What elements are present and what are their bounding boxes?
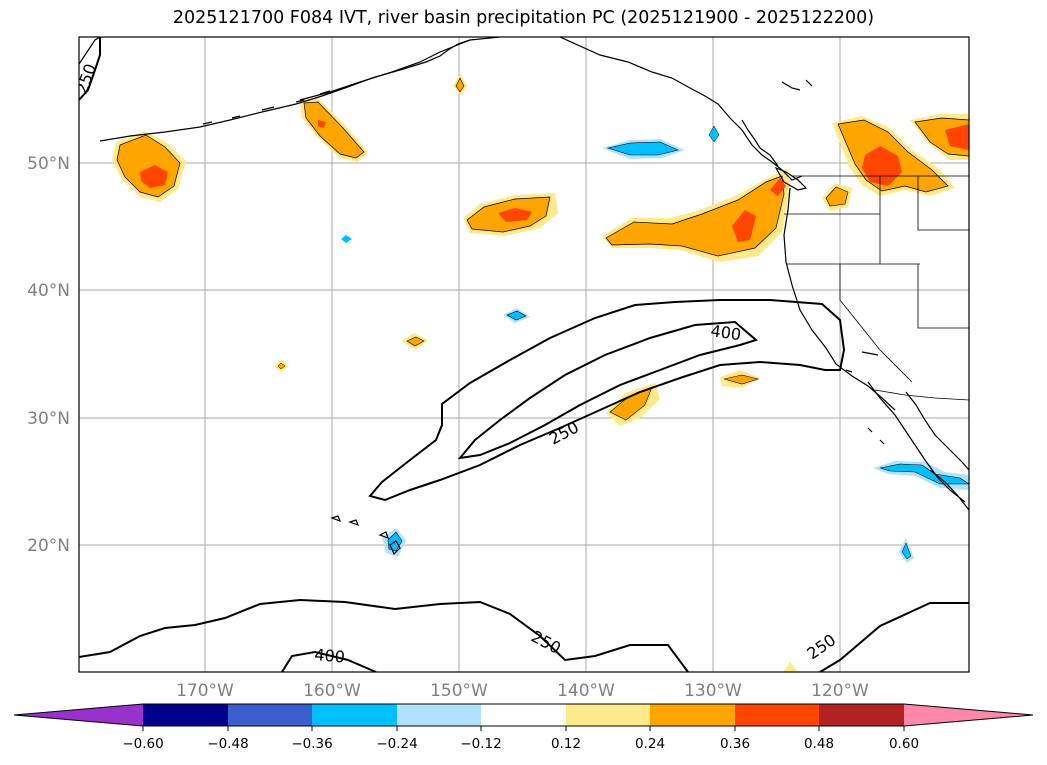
colorbar-segment-1: [143, 704, 228, 726]
latitude-labels: 50°N 40°N 30°N 20°N: [27, 154, 70, 556]
border-utah-az: [917, 264, 969, 329]
anomaly-blob-pacific-nw-max: [732, 210, 756, 242]
border-nevada: [839, 264, 913, 383]
colorbar-tick-label: −0.24: [376, 736, 417, 752]
anomaly-blob-tiny-west-core: [277, 362, 286, 370]
map-background: [79, 37, 969, 672]
colorbar-tick-label: 0.24: [635, 736, 665, 752]
border-montana: [917, 176, 969, 231]
map-title: 2025121700 F084 IVT, river basin precipi…: [172, 8, 875, 28]
anomaly-blob-small-north-core: [455, 77, 465, 93]
anomaly-blob-central-max: [498, 208, 532, 222]
anomaly-blob-aleutian-west-max: [140, 165, 168, 188]
colorbar-tick-label: 0.48: [804, 736, 834, 752]
anomaly-blob-alberta-max: [945, 124, 969, 150]
contour-label-400-south: 400: [314, 645, 346, 667]
ivt-contour-250-outer: [368, 299, 846, 502]
colorbar-segment-5: [481, 704, 566, 726]
anomaly-blob-hawaii-north-core: [406, 336, 425, 347]
lon-label-120w: 120°W: [811, 681, 869, 701]
anomaly-blob-tiny-north: [341, 235, 352, 243]
bc-coast: [741, 119, 779, 167]
colorbar-segment-7: [650, 704, 735, 726]
ivt-contours: [79, 37, 969, 672]
colorbar-segment-3: [312, 704, 397, 726]
colorbar-tick-label: 0.60: [889, 736, 919, 752]
ivt-contour-250-south: [79, 598, 689, 672]
anomaly-blob-idaho-core: [825, 186, 849, 207]
anomaly-blob-aleutian-east-max: [318, 120, 326, 128]
mexico-south-coast: [929, 469, 969, 511]
hawaii-oahu: [348, 519, 360, 527]
lon-label-130w: 130°W: [684, 681, 742, 701]
contour-label-400-inner: 400: [709, 321, 742, 344]
ivt-contour-250-northwest: [79, 37, 101, 101]
us-west-coast: [783, 187, 896, 411]
alaska-mainland-south: [299, 37, 501, 101]
anomaly-blob-aleutian-east-core: [303, 101, 365, 159]
lon-label-160w: 160°W: [303, 681, 361, 701]
political-borders: [784, 175, 969, 401]
anomaly-blob-pacific-nw-max2: [770, 178, 786, 196]
colorbar-tick-label: 0.12: [551, 736, 581, 752]
lon-label-170w: 170°W: [176, 681, 234, 701]
anomaly-blob-small-central-core: [506, 310, 527, 321]
ivt-contour-400-inner: [457, 320, 759, 460]
lon-label-150w: 150°W: [430, 681, 488, 701]
channel-islands: [845, 351, 879, 373]
graticule: [79, 37, 969, 672]
anomaly-blob-mexico-core: [879, 463, 969, 485]
hawaii-kauai: [330, 515, 342, 523]
anomaly-blob-gulf-alaska-core: [606, 141, 679, 156]
lat-label-30n: 30°N: [27, 409, 70, 429]
aleutian-chain: [99, 39, 471, 142]
lat-label-20n: 20°N: [27, 536, 70, 556]
colorbar-segment-8: [735, 704, 819, 726]
lon-label-140w: 140°W: [557, 681, 615, 701]
ivt-contour-400-south: [281, 650, 377, 672]
anomaly-blob-south-mexico-core: [901, 542, 912, 560]
map-frame: [78, 36, 970, 673]
vancouver-island: [774, 166, 808, 191]
positive-anomaly-areas: [112, 74, 969, 672]
colorbar-ticks: [142, 726, 905, 731]
haida-gwaii: [781, 79, 813, 91]
anomaly-blob-alaska-coast: [708, 125, 720, 143]
colorbar-tick-label: −0.60: [122, 736, 163, 752]
colorbar-underflow-extension: [14, 704, 143, 726]
hawaii-maui: [378, 531, 389, 540]
ivt-contour-250-southeast: [819, 602, 969, 672]
alaska-coast: [79, 37, 101, 65]
colorbar-segment-4: [397, 704, 481, 726]
coastlines: [79, 37, 969, 556]
colorbar-tick-label: −0.12: [460, 736, 501, 752]
gulf-alaska-coast: [559, 37, 803, 181]
colorbar-tick-label: −0.36: [291, 736, 332, 752]
border-mexico-us: [874, 389, 969, 401]
lat-label-40n: 40°N: [27, 281, 70, 301]
colorbar-tick-label: 0.36: [720, 736, 750, 752]
anomaly-blob-bottom-edge: [783, 662, 798, 672]
aleutian-islands-detail: [202, 90, 331, 125]
longitude-labels: 170°W 160°W 150°W 140°W 130°W 120°W: [176, 681, 869, 701]
colorbar-segment-2: [228, 704, 312, 726]
colorbar-segment-9: [819, 704, 904, 726]
colorbar-overflow-extension: [904, 704, 1033, 726]
northern-baja-islands: [867, 427, 885, 445]
anomaly-blob-baja-offshore-core: [723, 374, 760, 385]
lat-label-50n: 50°N: [27, 154, 70, 174]
colorbar-segment-6: [566, 704, 650, 726]
colorbar-tick-label: −0.48: [207, 736, 248, 752]
hawaii-big: [389, 540, 401, 556]
colorbar: −0.60 −0.48 −0.36 −0.24 −0.12 0.12 0.24 …: [13, 703, 1034, 752]
baja-california: [867, 381, 966, 503]
mexico-mainland: [905, 391, 969, 471]
